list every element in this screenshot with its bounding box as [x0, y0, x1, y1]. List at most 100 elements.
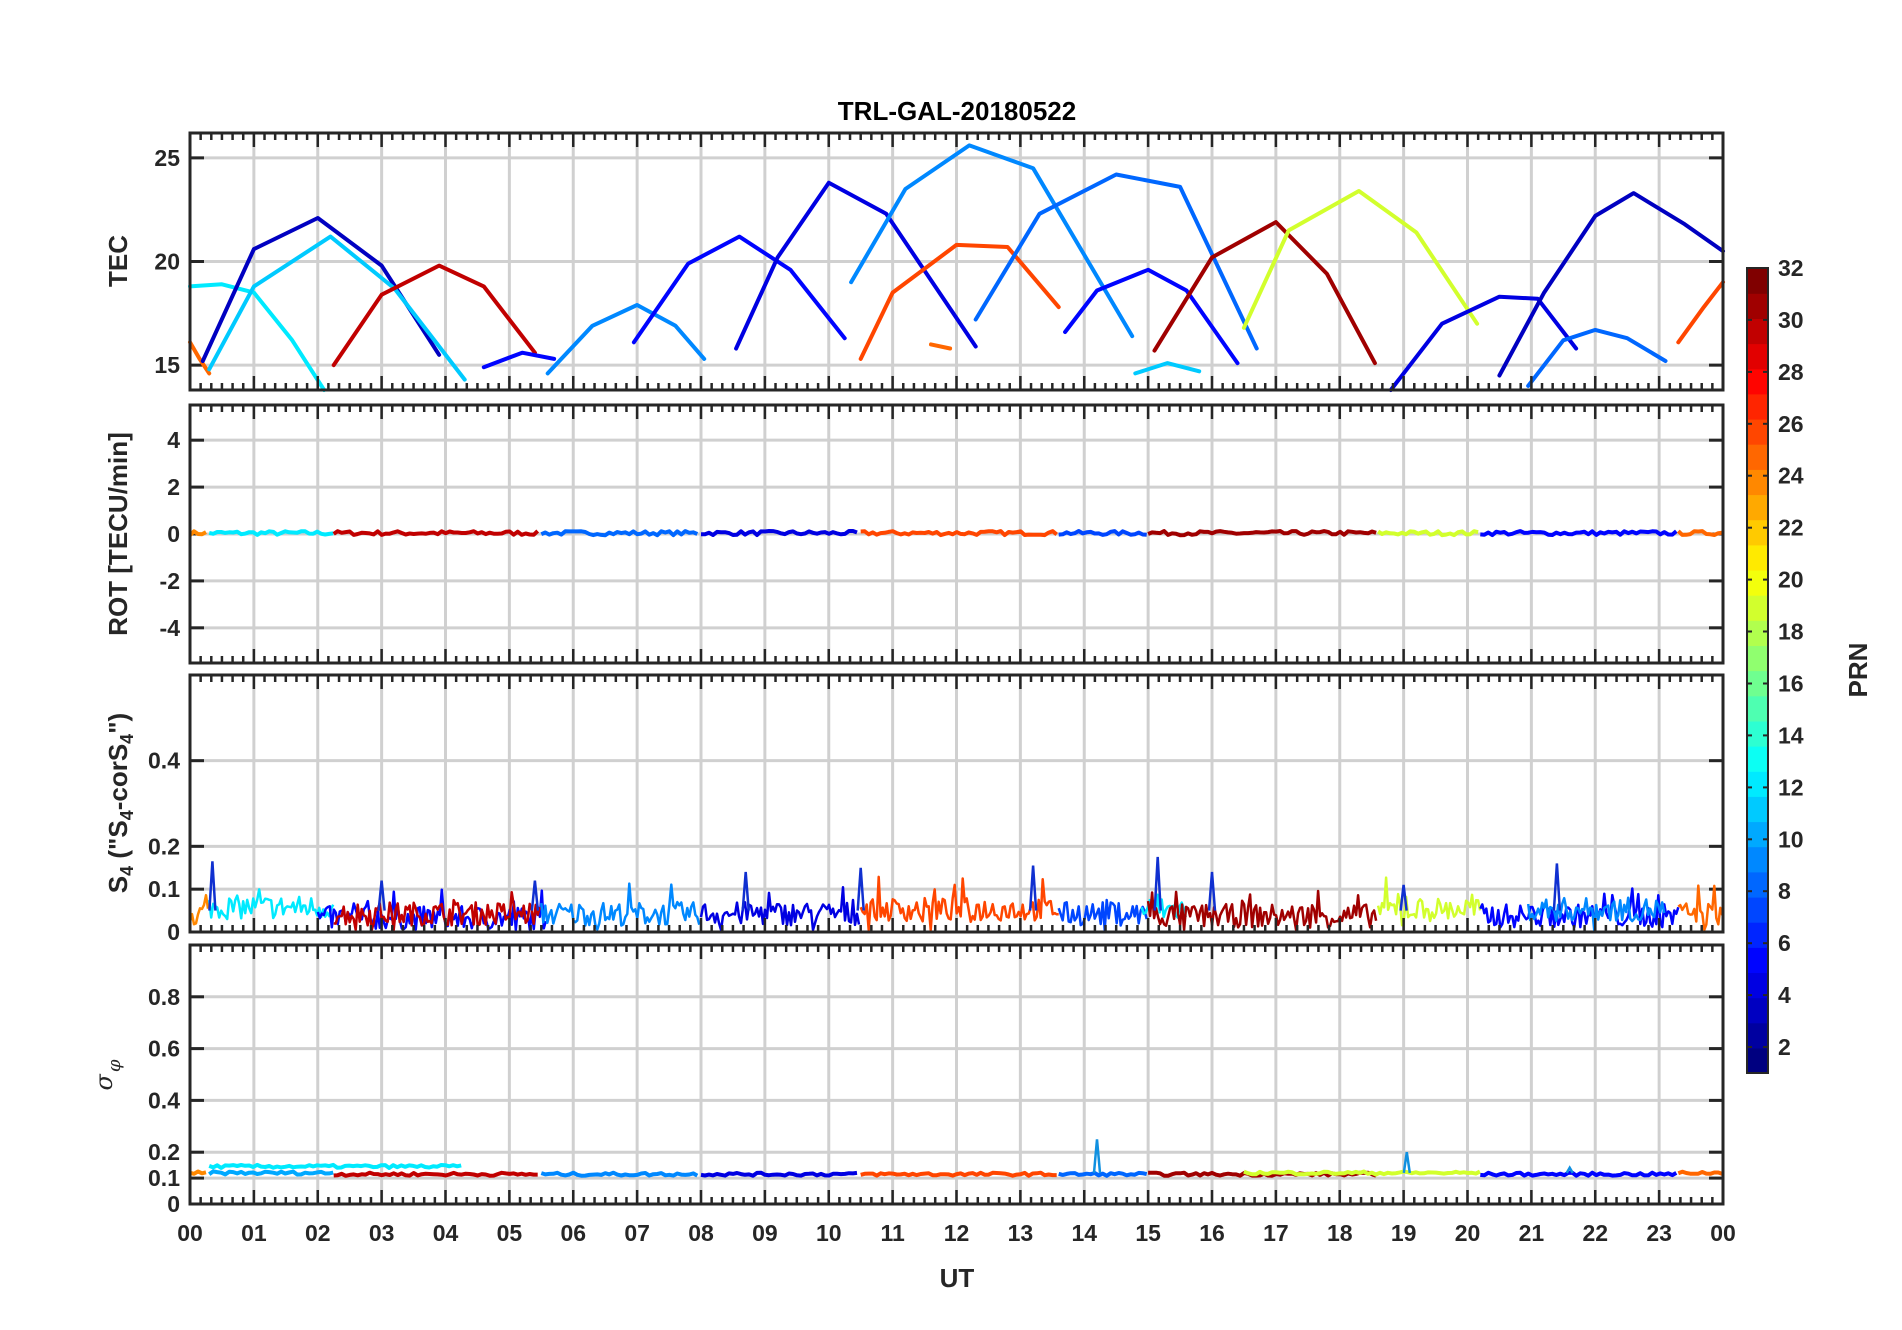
colorbar-band: [1747, 871, 1768, 898]
tec-arc-prn-8-18: [1526, 327, 1668, 388]
x-tick-label: 23: [1646, 1220, 1672, 1246]
colorbar-band: [1747, 997, 1768, 1024]
s4-segment-prn-7-7: [1057, 898, 1148, 932]
data-s4: [188, 856, 1724, 932]
colorbar-band: [1747, 343, 1768, 370]
panel-rot: -4 -2 0 2 4: [160, 403, 1725, 665]
colorbar-tick-label: 22: [1778, 515, 1804, 541]
tec-arc-prn-5-5: [481, 350, 557, 370]
s4-segment-prn-9-4: [540, 882, 701, 931]
y-tick-label: 0.4: [148, 1087, 180, 1113]
colorbar-band: [1747, 519, 1768, 546]
s4-segment-prn-24-0: [188, 893, 210, 926]
tec-arc-prn-26-20: [1676, 280, 1725, 345]
rot-segment-prn-5-9: [1480, 529, 1678, 538]
colorbar-band: [1747, 494, 1768, 521]
y-tick-label: 0: [167, 521, 180, 547]
sigma_phi-segment-prn-9-4: [540, 1170, 699, 1178]
y-axis-label-sigma-phi: σφ: [90, 1059, 125, 1090]
colorbar-tick-label: 2: [1778, 1034, 1791, 1060]
y-tick-label: 0.6: [148, 1036, 180, 1062]
colorbar-band: [1747, 418, 1768, 445]
spike-1: [1402, 1152, 1412, 1174]
colorbar-tick-label: 28: [1778, 359, 1804, 385]
x-tick-label: 13: [1008, 1220, 1034, 1246]
tec-arc-prn-5-13: [1063, 267, 1240, 366]
colorbar-band: [1747, 268, 1768, 294]
tec-arc-prn-4-8: [734, 180, 978, 351]
colorbar-band: [1747, 821, 1768, 848]
colorbar-band: [1747, 720, 1768, 747]
panels: 152025-4-202400.10.20.400.10.20.40.60.8T…: [90, 131, 1725, 1217]
x-tick-label: 21: [1519, 1220, 1545, 1246]
rot-segment-prn-8-3: [540, 529, 699, 538]
x-tick-label: 04: [433, 1220, 459, 1246]
x-tick-label: 20: [1455, 1220, 1481, 1246]
y-tick-label: 0.4: [148, 748, 180, 774]
s4-segment-prn-31-9: [1146, 889, 1378, 932]
panel-sigma_phi: 00.10.2 0.4 0.6 0.8: [148, 943, 1725, 1217]
x-tick-label: 02: [305, 1220, 331, 1246]
sigma_phi-segment-prn-19-9: [1243, 1169, 1481, 1177]
colorbar-tick-label: 12: [1778, 774, 1804, 800]
sigma_phi-segment-prn-10-2: [208, 1169, 334, 1177]
y-tick-label: 20: [154, 249, 180, 275]
y-axis-label-rot: ROT [TECU/min]: [103, 432, 133, 636]
x-tick-label: 15: [1135, 1220, 1161, 1246]
panel-tec: 15 20 25: [154, 131, 1725, 392]
colorbar-tick-label: 8: [1778, 878, 1791, 904]
colorbar-tick-label: 26: [1778, 411, 1804, 437]
colorbar-tick-label: 18: [1778, 619, 1804, 645]
tec-arc-prn-31-15: [1152, 220, 1377, 366]
x-tick-label: 17: [1263, 1220, 1289, 1246]
chart-title: TRL-GAL-20180522: [838, 96, 1076, 126]
tec-arc-prn-30-4: [331, 263, 537, 368]
spike-1: [377, 880, 386, 911]
y-tick-label: 0.1: [148, 876, 180, 902]
x-tick-label: 14: [1071, 1220, 1097, 1246]
y-axis-label-s4: S4 ("S4-corS4"): [103, 713, 137, 893]
spike-8: [1399, 884, 1408, 911]
colorbar-band: [1747, 469, 1768, 496]
colorbar-band: [1747, 293, 1768, 319]
tec-arc-prn-3-19: [1497, 191, 1725, 378]
panel-frame: [188, 673, 1725, 934]
colorbar-band: [1747, 947, 1768, 973]
rot-segment-prn-19-8: [1377, 529, 1479, 538]
x-tick-label: 11: [880, 1220, 905, 1246]
colorbar-band: [1747, 444, 1768, 470]
sigma_phi-segment-prn-8-7: [1058, 1170, 1148, 1178]
sigma_phi-segment-prn-24-0: [189, 1169, 207, 1176]
tec-arc-prn-25-0: [188, 340, 212, 376]
tec-arc-prn-26-10: [858, 242, 1061, 361]
colorbar-band: [1747, 695, 1768, 722]
x-tick-label: 06: [560, 1220, 586, 1246]
s4-segment-prn-12-1: [207, 888, 335, 921]
x-tick-label: 09: [752, 1220, 778, 1246]
colorbar-band: [1747, 569, 1768, 596]
x-tick-label: 12: [944, 1220, 970, 1246]
colorbar-band: [1747, 595, 1768, 621]
rot-segment-prn-31-7: [1147, 529, 1377, 538]
rot-segment-prn-30-2: [332, 529, 540, 537]
panel-frame: [188, 403, 1725, 665]
x-tick-label: 19: [1391, 1220, 1417, 1246]
spike-2: [1565, 1165, 1574, 1174]
tec-arc-prn-5-7: [631, 234, 847, 345]
colorbar-band: [1747, 544, 1768, 571]
y-tick-label: -4: [160, 615, 181, 641]
colorbar-band: [1747, 1047, 1768, 1074]
sigma_phi-segment-prn-30-3: [333, 1170, 538, 1178]
sigma_phi-segment-prn-4-5: [700, 1170, 858, 1178]
y-tick-label: 0.8: [148, 984, 180, 1010]
x-tick-label: 03: [369, 1220, 395, 1246]
rot-segment-prn-26-5: [860, 529, 1058, 538]
x-tick-label: 10: [816, 1220, 842, 1246]
colorbar-tick-label: 24: [1778, 463, 1804, 489]
s4-segment-prn-30-3: [333, 890, 541, 932]
y-axis-label-tec: TEC: [103, 235, 133, 287]
panel-s4: 0 0.1 0.2 0.4: [148, 673, 1725, 945]
x-tick-label: 22: [1582, 1220, 1608, 1246]
colorbar-tick-label: 4: [1778, 982, 1791, 1008]
